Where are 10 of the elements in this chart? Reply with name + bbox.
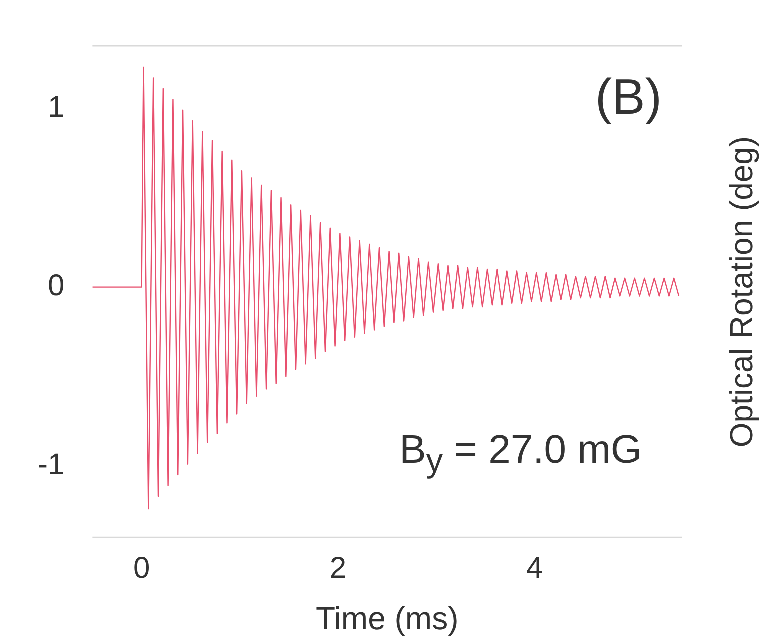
x-tick-label: 2	[330, 552, 347, 585]
y-tick-label: -1	[38, 448, 65, 482]
y-tick-label: 0	[48, 270, 65, 303]
annotation: B$_{y}$ = 27.0 mG	[400, 428, 642, 481]
x-axis-title: Time (ms)	[316, 600, 459, 637]
annotation: (B)	[595, 68, 662, 126]
y-axis-title: Optical Rotation (deg)	[724, 136, 760, 448]
x-tick-label: 0	[133, 552, 150, 585]
y-tick-label: 1	[48, 90, 65, 124]
x-tick-label: 4	[526, 552, 544, 585]
